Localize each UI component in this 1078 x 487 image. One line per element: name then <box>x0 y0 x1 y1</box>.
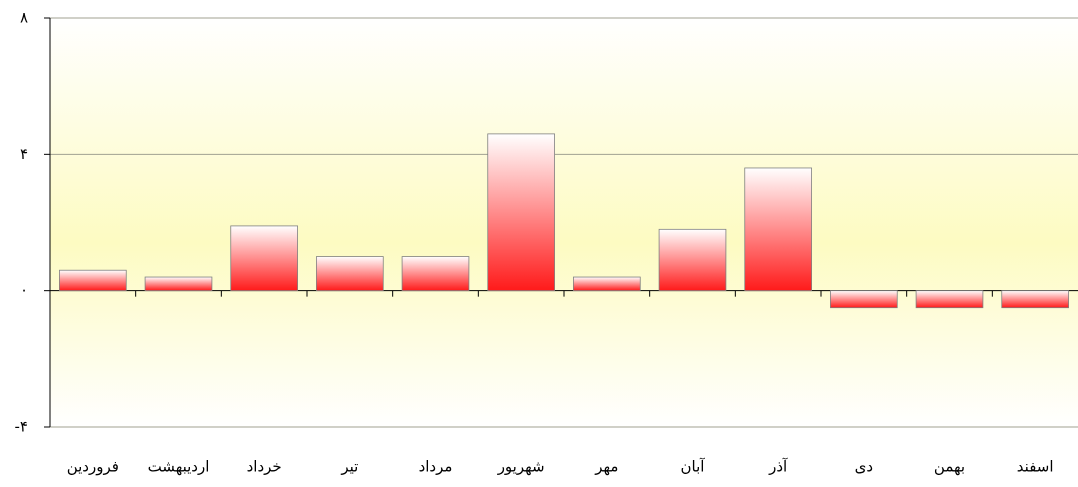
bar <box>830 290 898 309</box>
y-tick-label: -۴ <box>15 418 28 436</box>
x-tick-label: مهر <box>594 458 618 476</box>
x-tick-label: اردیبهشت <box>148 458 210 476</box>
x-tick-label: تیر <box>340 458 358 476</box>
x-tick-label: خرداد <box>247 458 282 476</box>
bar <box>487 133 555 292</box>
bar <box>744 167 812 292</box>
x-tick-label: بهمن <box>934 458 965 476</box>
x-tick-label: فروردین <box>67 458 119 476</box>
bar <box>230 225 298 292</box>
plot-area <box>50 18 1078 427</box>
bar <box>316 256 384 292</box>
bar <box>658 228 727 292</box>
bar <box>59 269 127 292</box>
x-tick-label: مرداد <box>419 458 453 476</box>
x-tick-label: آذر <box>768 458 788 476</box>
x-tick-label: شهریور <box>497 458 545 476</box>
bar <box>573 276 641 292</box>
y-tick-label: ۴ <box>20 145 28 163</box>
bar <box>1001 290 1069 309</box>
bar <box>915 290 984 309</box>
y-tick-label: ۰ <box>20 281 28 299</box>
x-tick-label: آبان <box>681 458 706 476</box>
x-tick-label: دی <box>855 458 873 476</box>
x-tick-label: اسفند <box>1017 458 1054 476</box>
y-tick-label: ۸ <box>20 9 28 27</box>
bar <box>144 276 213 292</box>
bar <box>401 256 470 292</box>
